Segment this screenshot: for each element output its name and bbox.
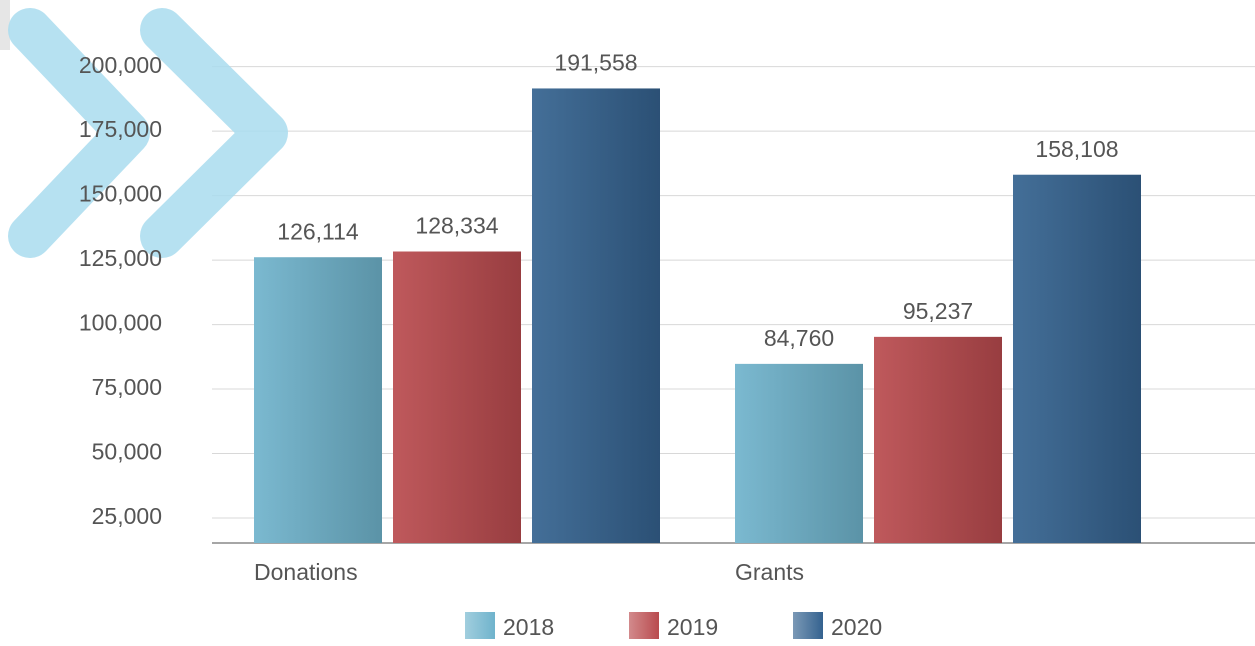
value-label: 95,237 (903, 298, 973, 324)
x-tick-label: Grants (735, 559, 804, 585)
bar (1013, 174, 1141, 543)
corner-decoration (0, 0, 10, 50)
legend-swatch (465, 612, 495, 639)
value-label: 128,334 (415, 213, 498, 239)
y-tick-label: 100,000 (79, 310, 162, 336)
value-label: 158,108 (1035, 136, 1118, 162)
y-tick-label: 175,000 (79, 116, 162, 142)
legend-label: 2018 (503, 614, 554, 640)
legend-swatch (793, 612, 823, 639)
bar (735, 363, 863, 543)
bar (532, 88, 660, 543)
y-tick-label: 25,000 (92, 503, 162, 529)
value-label: 191,558 (554, 50, 637, 76)
bar (874, 336, 1002, 543)
legend-label: 2019 (667, 614, 718, 640)
y-tick-label: 200,000 (79, 52, 162, 78)
value-label: 126,114 (277, 218, 359, 244)
value-label: 84,760 (764, 325, 834, 351)
legend-swatch (629, 612, 659, 639)
legend-label: 2020 (831, 614, 882, 640)
bar (393, 251, 521, 544)
y-tick-label: 125,000 (79, 245, 162, 271)
y-tick-label: 50,000 (92, 439, 162, 465)
chevrons (8, 8, 288, 258)
bar (254, 257, 382, 543)
y-tick-label: 150,000 (79, 181, 162, 207)
x-tick-label: Donations (254, 559, 358, 585)
y-tick-label: 75,000 (92, 374, 162, 400)
